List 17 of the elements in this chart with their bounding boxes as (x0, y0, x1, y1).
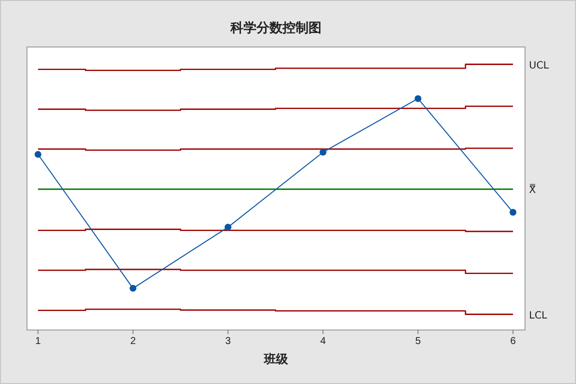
x-tick-label: 4 (320, 336, 326, 348)
x-tick-label: 6 (510, 336, 516, 348)
x-tick-label: 2 (130, 336, 136, 348)
point (130, 284, 136, 292)
chart-title: 科学分数控制图 (230, 21, 322, 36)
point (224, 224, 232, 231)
point (414, 95, 422, 102)
x-tick-label: 3 (225, 336, 232, 348)
point (510, 208, 516, 216)
series-label: X̿ (529, 183, 536, 196)
series-label: LCL (529, 310, 548, 322)
point (320, 148, 326, 156)
x-axis-title: 班级 (263, 352, 289, 366)
x-tick-label: 1 (35, 336, 42, 348)
x-tick-label: 5 (415, 336, 422, 348)
series-label: UCL (529, 60, 550, 72)
point (34, 150, 42, 158)
